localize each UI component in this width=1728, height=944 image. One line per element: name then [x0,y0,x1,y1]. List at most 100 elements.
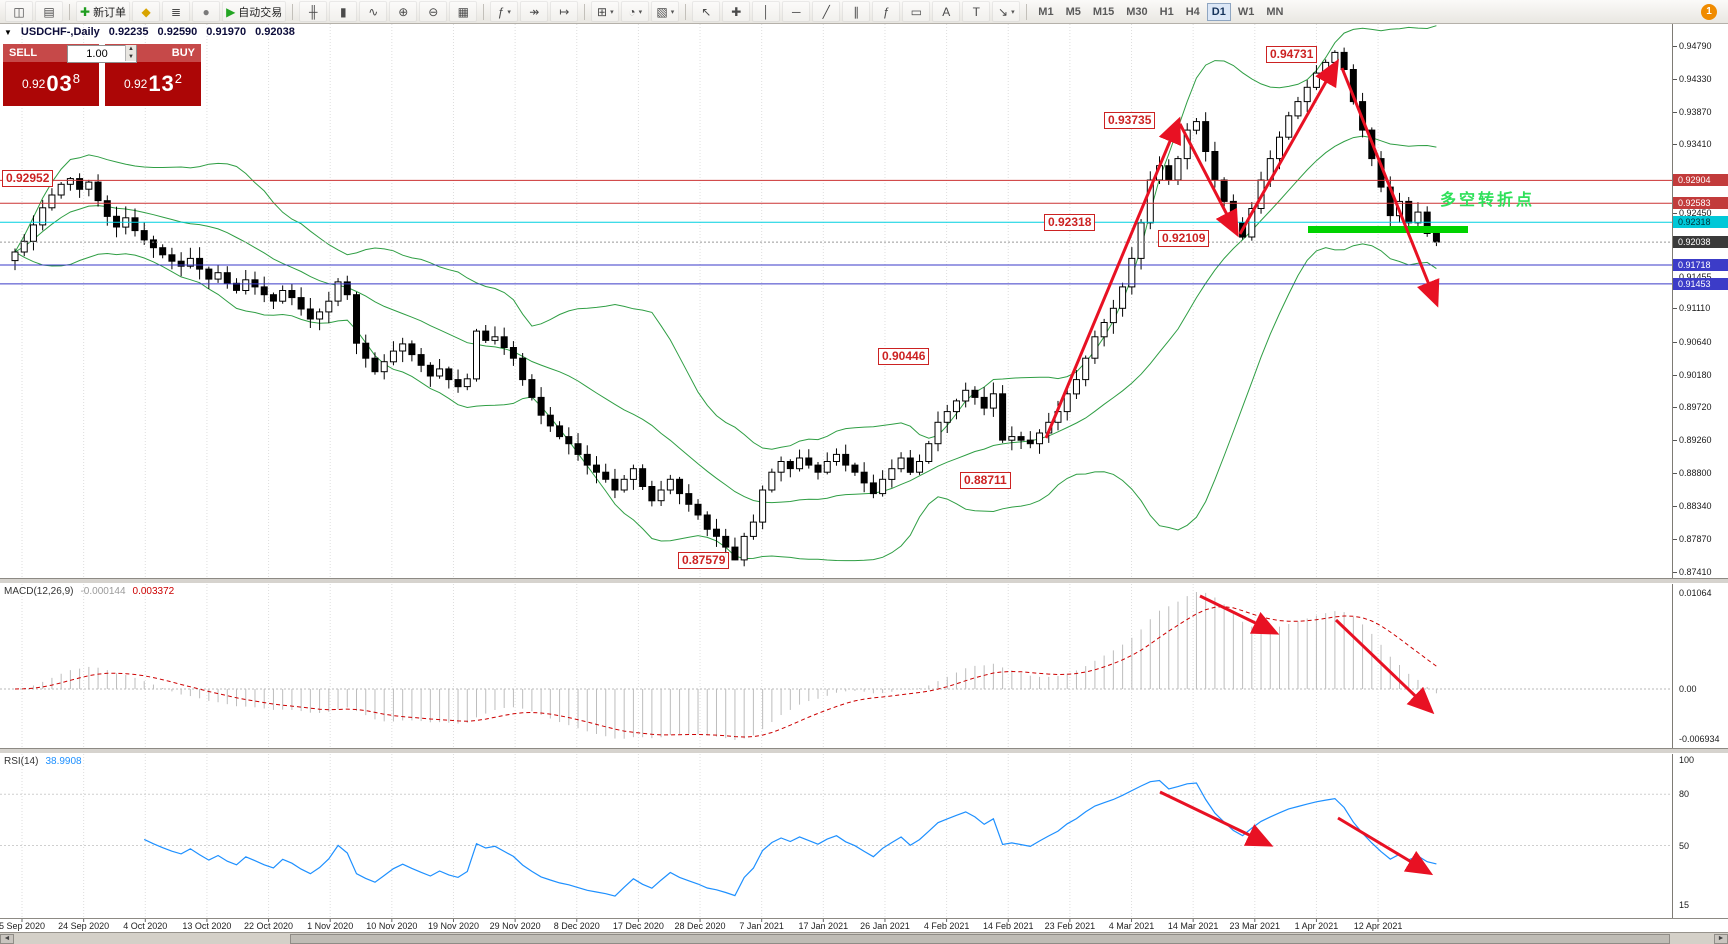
macd-arrow-2[interactable] [1334,618,1435,715]
volume-down-icon[interactable]: ▼ [125,53,136,61]
profiles-button[interactable]: ▤ [35,1,63,22]
sell-button[interactable]: SELL 0.92 03 8 [3,44,99,106]
arrows-tool-button[interactable]: ↘ ▾ [992,1,1021,22]
bollinger-middle-band[interactable] [14,135,1437,504]
bollinger-upper-band[interactable] [14,25,1437,450]
timeframe-h1-button[interactable]: H1 [1159,5,1174,18]
horizontal-line-tool-button[interactable]: ─ [782,1,811,22]
volume-input[interactable] [67,45,137,63]
metaeditor-button[interactable]: ◆ [132,1,161,22]
rsi-arrow-1[interactable] [1159,790,1274,847]
date-label: 7 Jan 2021 [739,921,784,931]
timeframe-w1-button[interactable]: W1 [1237,5,1255,18]
new-order-button[interactable]: ✚ 新订单 [76,1,131,22]
scroll-left-button[interactable]: ◄ [0,934,14,944]
rsi-title: RSI(14) [4,756,39,767]
price-callout-0.93735[interactable]: 0.93735 [1104,112,1156,129]
price-badge-0.91718: 0.91718 [1673,258,1728,271]
timeframe-mn-button[interactable]: MN [1266,5,1284,18]
timeframe-d1-button[interactable]: D1 [1206,2,1231,21]
scroll-right-icon: ► [1717,935,1725,942]
zoom-out-button[interactable]: ⊖ [419,1,448,22]
bar-chart-mode-icon: ╫ [309,4,318,19]
scroll-left-icon: ◄ [3,935,11,942]
charts-button[interactable]: ◫ [5,1,33,22]
cursor-tool-icon: ↖ [701,4,712,19]
price-callout-0.92952[interactable]: 0.92952 [2,170,54,187]
mobile-app-button[interactable]: ● [192,1,221,22]
price-callout-0.90446[interactable]: 0.90446 [878,348,930,365]
trend-arrow-3[interactable] [1238,58,1339,235]
trend-arrow-2[interactable] [1178,123,1239,238]
auto-scroll-button[interactable]: ↠ [520,1,549,22]
new-chart-button[interactable]: ⊞ ▾ [591,1,620,22]
scroll-right-button[interactable]: ► [1714,934,1728,944]
macd-panel-separator[interactable] [0,578,1728,584]
crosshair-tool-button[interactable]: ✚ [722,1,751,22]
zoom-in-button[interactable]: ⊕ [389,1,418,22]
timeframe-m30-button[interactable]: M30 [1126,5,1148,18]
date-label: 28 Dec 2020 [674,921,726,931]
axis-label: 0.87870 [1679,534,1712,545]
templates-button[interactable]: ▧ ▾ [651,1,680,22]
price-callout-0.87579[interactable]: 0.87579 [678,552,730,569]
support-highlight-line[interactable] [1308,226,1468,233]
rsi-panel-separator[interactable] [0,748,1728,754]
text-tool-button[interactable]: A [932,1,961,22]
timeframe-m15-button[interactable]: M15 [1092,5,1115,18]
price-callout-0.92318[interactable]: 0.92318 [1044,214,1096,231]
tile-windows-button[interactable]: ▦ [449,1,478,22]
macd-signal-line[interactable] [14,606,1437,738]
channel-tool-button[interactable]: ∥ [842,1,871,22]
timeframe-h4-button[interactable]: H4 [1185,5,1200,18]
autotrading-label: 自动交易 [238,6,283,19]
price-callout-0.88711[interactable]: 0.88711 [960,472,1011,489]
macd-arrow-1[interactable] [1199,594,1280,635]
candlestick-mode-button[interactable]: ▮ [329,1,358,22]
cursor-tool-button[interactable]: ↖ [692,1,721,22]
axis-tick [1673,407,1677,409]
timeframe-m5-button[interactable]: M5 [1065,5,1081,18]
autotrading-button[interactable]: ▶ 自动交易 [222,1,287,22]
fibonacci-tool-button[interactable]: ƒ [872,1,901,22]
new-chart-caret-icon: ▾ [610,8,614,16]
market-depth-button[interactable]: ≣ [162,1,191,22]
trendline-tool-button[interactable]: ╱ [812,1,841,22]
trend-arrow-1[interactable] [1044,116,1181,439]
line-chart-mode-button[interactable]: ∿ [359,1,388,22]
trend-arrow-4[interactable] [1340,67,1440,308]
chart-shift-button[interactable]: ↦ [550,1,579,22]
axis-label: 0.94330 [1679,73,1712,84]
indicators-button[interactable]: ƒ ▾ [490,1,519,22]
periods-button[interactable]: ◔ ▾ [621,1,650,22]
axis-label: 0.90180 [1679,369,1712,380]
vertical-line-tool-button[interactable]: │ [752,1,781,22]
indicators-icon: ƒ [497,4,505,19]
shapes-tool-button[interactable]: ▭ [902,1,931,22]
notification-badge[interactable]: 1 [1701,3,1717,20]
price-callout-0.92109[interactable]: 0.92109 [1158,230,1210,247]
volume-up-icon[interactable]: ▲ [125,45,136,53]
annotation-turning-point-text[interactable]: 多空转折点 [1440,192,1536,209]
bar-chart-mode-button[interactable]: ╫ [299,1,328,22]
trendline-tool-icon: ╱ [822,4,830,19]
price-callout-0.94731[interactable]: 0.94731 [1266,46,1318,63]
bid-price: 0.92 03 8 [3,62,99,106]
main-chart-layer [0,25,1672,567]
new-order-icon: ✚ [80,4,91,19]
rsi-arrow-2[interactable] [1337,816,1434,876]
one-click-panel-toggle-icon[interactable]: ▼ [4,27,12,37]
timeframe-m1-button[interactable]: M1 [1038,5,1054,18]
text-label-tool-icon: T [972,4,980,19]
toolbar-separator [1026,3,1028,20]
axis-label: 0.93410 [1679,139,1712,150]
macd-main-value: -0.000144 [80,586,126,597]
macd-layer [0,592,1672,740]
rsi-line[interactable] [143,779,1437,897]
horizontal-scrollbar[interactable]: ◄ ► [0,932,1728,944]
bollinger-lower-band[interactable] [14,243,1437,562]
text-label-tool-button[interactable]: T [962,1,991,22]
toolbar-separator [685,3,687,20]
scrollbar-thumb[interactable] [290,934,1670,944]
bid-point: 8 [72,70,81,86]
